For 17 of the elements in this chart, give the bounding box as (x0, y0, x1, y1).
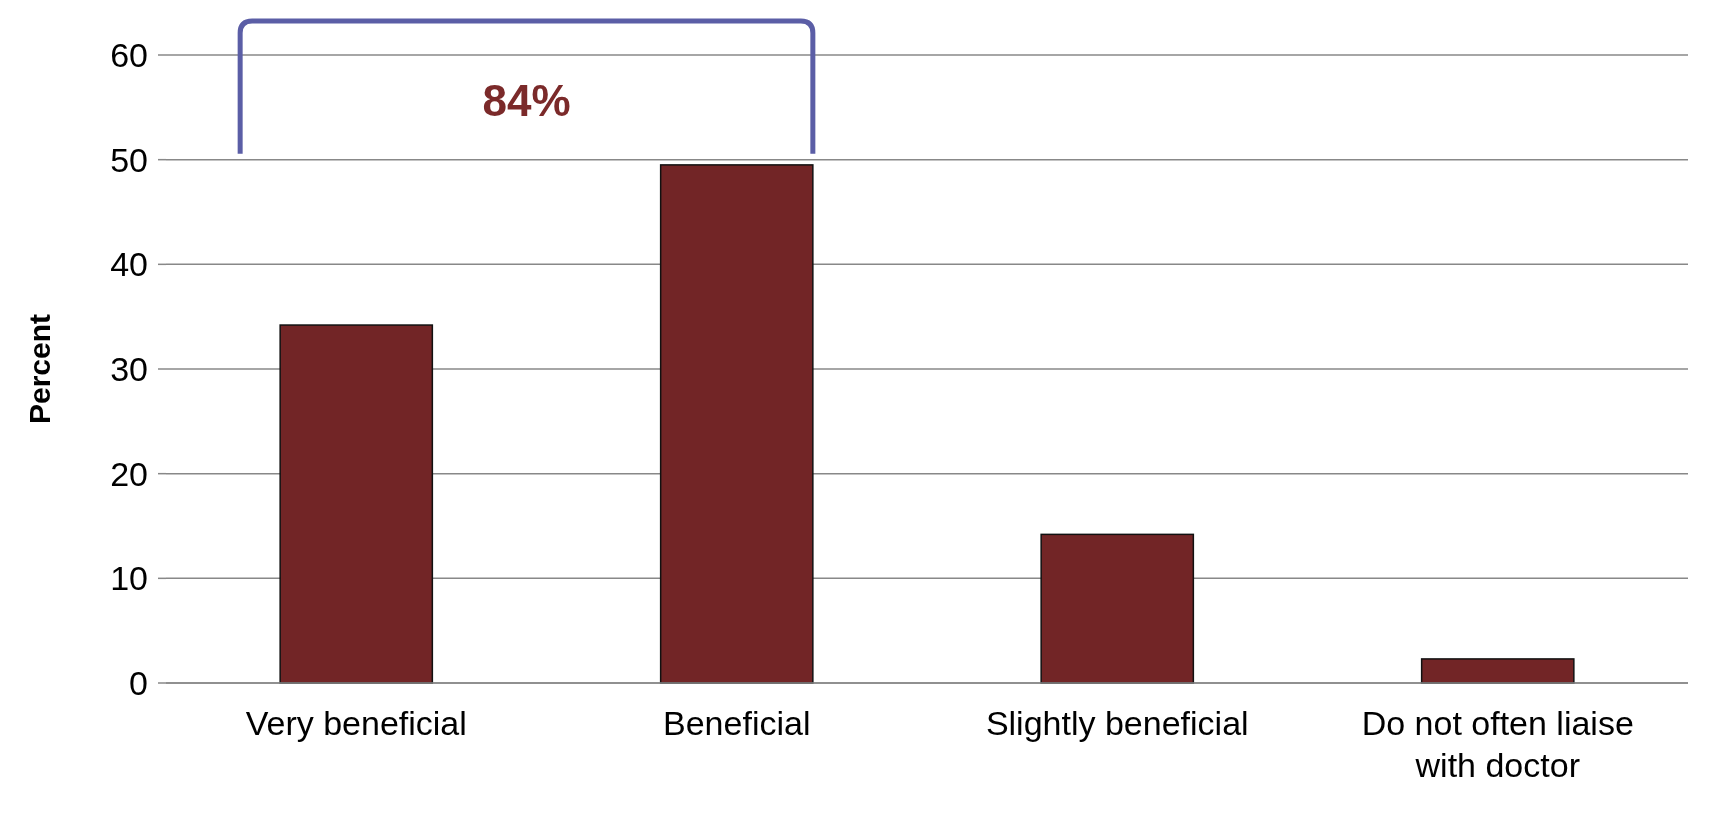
y-tick-label: 10 (110, 559, 148, 598)
x-tick-label: Do not often liaise with doctor (1361, 704, 1634, 784)
y-axis-title: Percent (23, 313, 56, 425)
y-tick-label: 60 (110, 35, 148, 74)
y-tick-label: 30 (110, 349, 148, 388)
bar (279, 324, 434, 684)
x-tick-label: Slightly beneficial (985, 704, 1249, 742)
y-tick-label: 40 (110, 245, 148, 284)
x-tick-label: Very beneficial (245, 704, 467, 742)
y-tick-label: 50 (110, 140, 148, 179)
x-tick-label: Beneficial (663, 704, 811, 742)
y-tick-label: 0 (129, 663, 148, 702)
bar (659, 164, 814, 684)
bar (1040, 533, 1195, 684)
y-tick-label: 20 (110, 454, 148, 493)
bar (1420, 658, 1575, 684)
annotation: 84% (482, 76, 571, 125)
